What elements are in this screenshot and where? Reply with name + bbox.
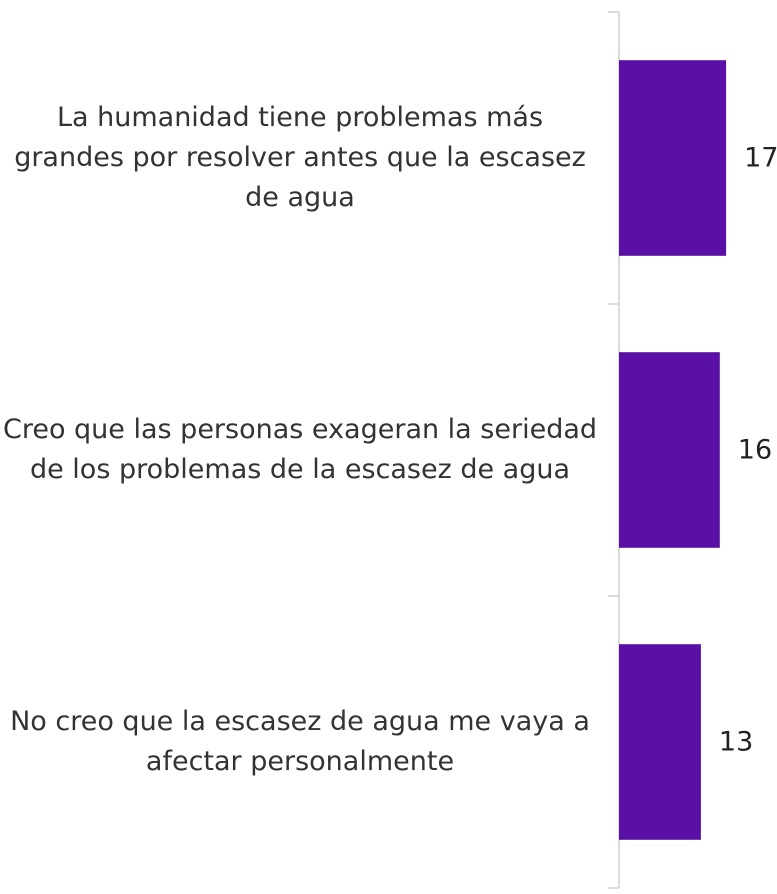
bar: [619, 60, 727, 256]
value-label: 16: [737, 434, 773, 466]
value-label: 13: [718, 726, 754, 758]
value-label: 17: [744, 142, 777, 174]
category-label: Creo que las personas exageran la seried…: [2, 414, 598, 485]
bar: [619, 644, 701, 840]
category-label: La humanidad tiene problemas más grandes…: [14, 102, 586, 213]
bar: [619, 352, 720, 548]
category-label: No creo que la escasez de agua me vaya a…: [10, 706, 590, 777]
